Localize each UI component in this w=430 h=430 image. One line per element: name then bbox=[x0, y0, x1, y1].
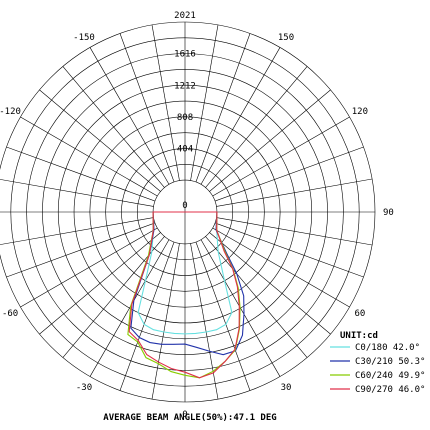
grid-spoke bbox=[0, 217, 154, 245]
grid-spoke bbox=[20, 227, 158, 308]
grid-spoke bbox=[6, 146, 156, 202]
legend: UNIT:cd C0/180 42.0° C30/210 50.3° C60/240… bbox=[330, 331, 425, 395]
intensity-curves bbox=[127, 211, 245, 379]
beam-angle-footer: AVERAGE BEAM ANGLE(50%):47.1 DEG bbox=[103, 413, 276, 423]
grid-spoke bbox=[0, 179, 154, 207]
polar-grid bbox=[0, 21, 376, 403]
series-curve bbox=[130, 211, 245, 356]
grid-spoke bbox=[205, 236, 308, 358]
angle-label: -30 bbox=[76, 383, 92, 393]
radial-tick-labels: 404 808 1212 1616 2021 0 bbox=[174, 11, 196, 211]
legend-item-label: C90/270 46.0° bbox=[355, 385, 425, 395]
legend-unit-label: UNIT:cd bbox=[340, 331, 378, 341]
grid-spoke bbox=[195, 241, 251, 391]
angle-label: -60 bbox=[2, 309, 18, 319]
angle-label: 30 bbox=[281, 383, 292, 393]
center-label: 0 bbox=[182, 201, 187, 211]
grid-spoke bbox=[89, 47, 170, 185]
angle-label: 120 bbox=[352, 107, 368, 117]
grid-spoke bbox=[151, 243, 180, 400]
grid-spoke bbox=[39, 89, 161, 192]
series-curve bbox=[127, 211, 241, 379]
angle-label: -150 bbox=[73, 33, 95, 43]
radial-tick-label: 808 bbox=[177, 113, 193, 123]
grid-spoke bbox=[209, 89, 331, 192]
series-curve bbox=[128, 211, 240, 379]
grid-spoke bbox=[216, 178, 373, 207]
angle-label: 150 bbox=[278, 33, 294, 43]
grid-spoke bbox=[212, 116, 350, 197]
angle-label: 90 bbox=[383, 208, 394, 218]
grid-spoke bbox=[39, 232, 161, 335]
grid-spoke bbox=[190, 24, 219, 181]
radial-tick-label: 1212 bbox=[174, 81, 196, 91]
radial-tick-label: 1616 bbox=[174, 50, 196, 60]
grid-spoke bbox=[214, 146, 364, 202]
angle-label: 0 bbox=[182, 410, 187, 420]
radial-tick-label: 2021 bbox=[174, 11, 196, 21]
legend-item-label: C0/180 42.0° bbox=[355, 343, 420, 353]
grid-spoke bbox=[214, 222, 364, 278]
series-curve bbox=[137, 211, 233, 335]
grid-spoke bbox=[89, 239, 170, 377]
angle-label: -120 bbox=[0, 107, 21, 117]
grid-spoke bbox=[216, 217, 373, 246]
grid-spoke bbox=[205, 66, 308, 188]
grid-spoke bbox=[209, 232, 331, 335]
grid-spoke bbox=[6, 222, 156, 278]
legend-item-label: C60/240 49.9° bbox=[355, 371, 425, 381]
grid-spoke bbox=[195, 33, 251, 183]
legend-item-label: C30/210 50.3° bbox=[355, 357, 425, 367]
grid-spoke bbox=[119, 33, 175, 183]
grid-spoke bbox=[62, 66, 165, 188]
grid-spoke bbox=[20, 116, 158, 197]
angle-label: 60 bbox=[354, 309, 365, 319]
grid-spoke bbox=[200, 47, 281, 185]
grid-spoke bbox=[212, 227, 350, 308]
radial-tick-label: 404 bbox=[177, 145, 193, 155]
grid-spoke bbox=[119, 241, 175, 391]
grid-spoke bbox=[151, 24, 180, 181]
